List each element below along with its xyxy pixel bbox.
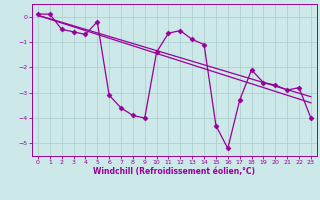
X-axis label: Windchill (Refroidissement éolien,°C): Windchill (Refroidissement éolien,°C) xyxy=(93,167,255,176)
